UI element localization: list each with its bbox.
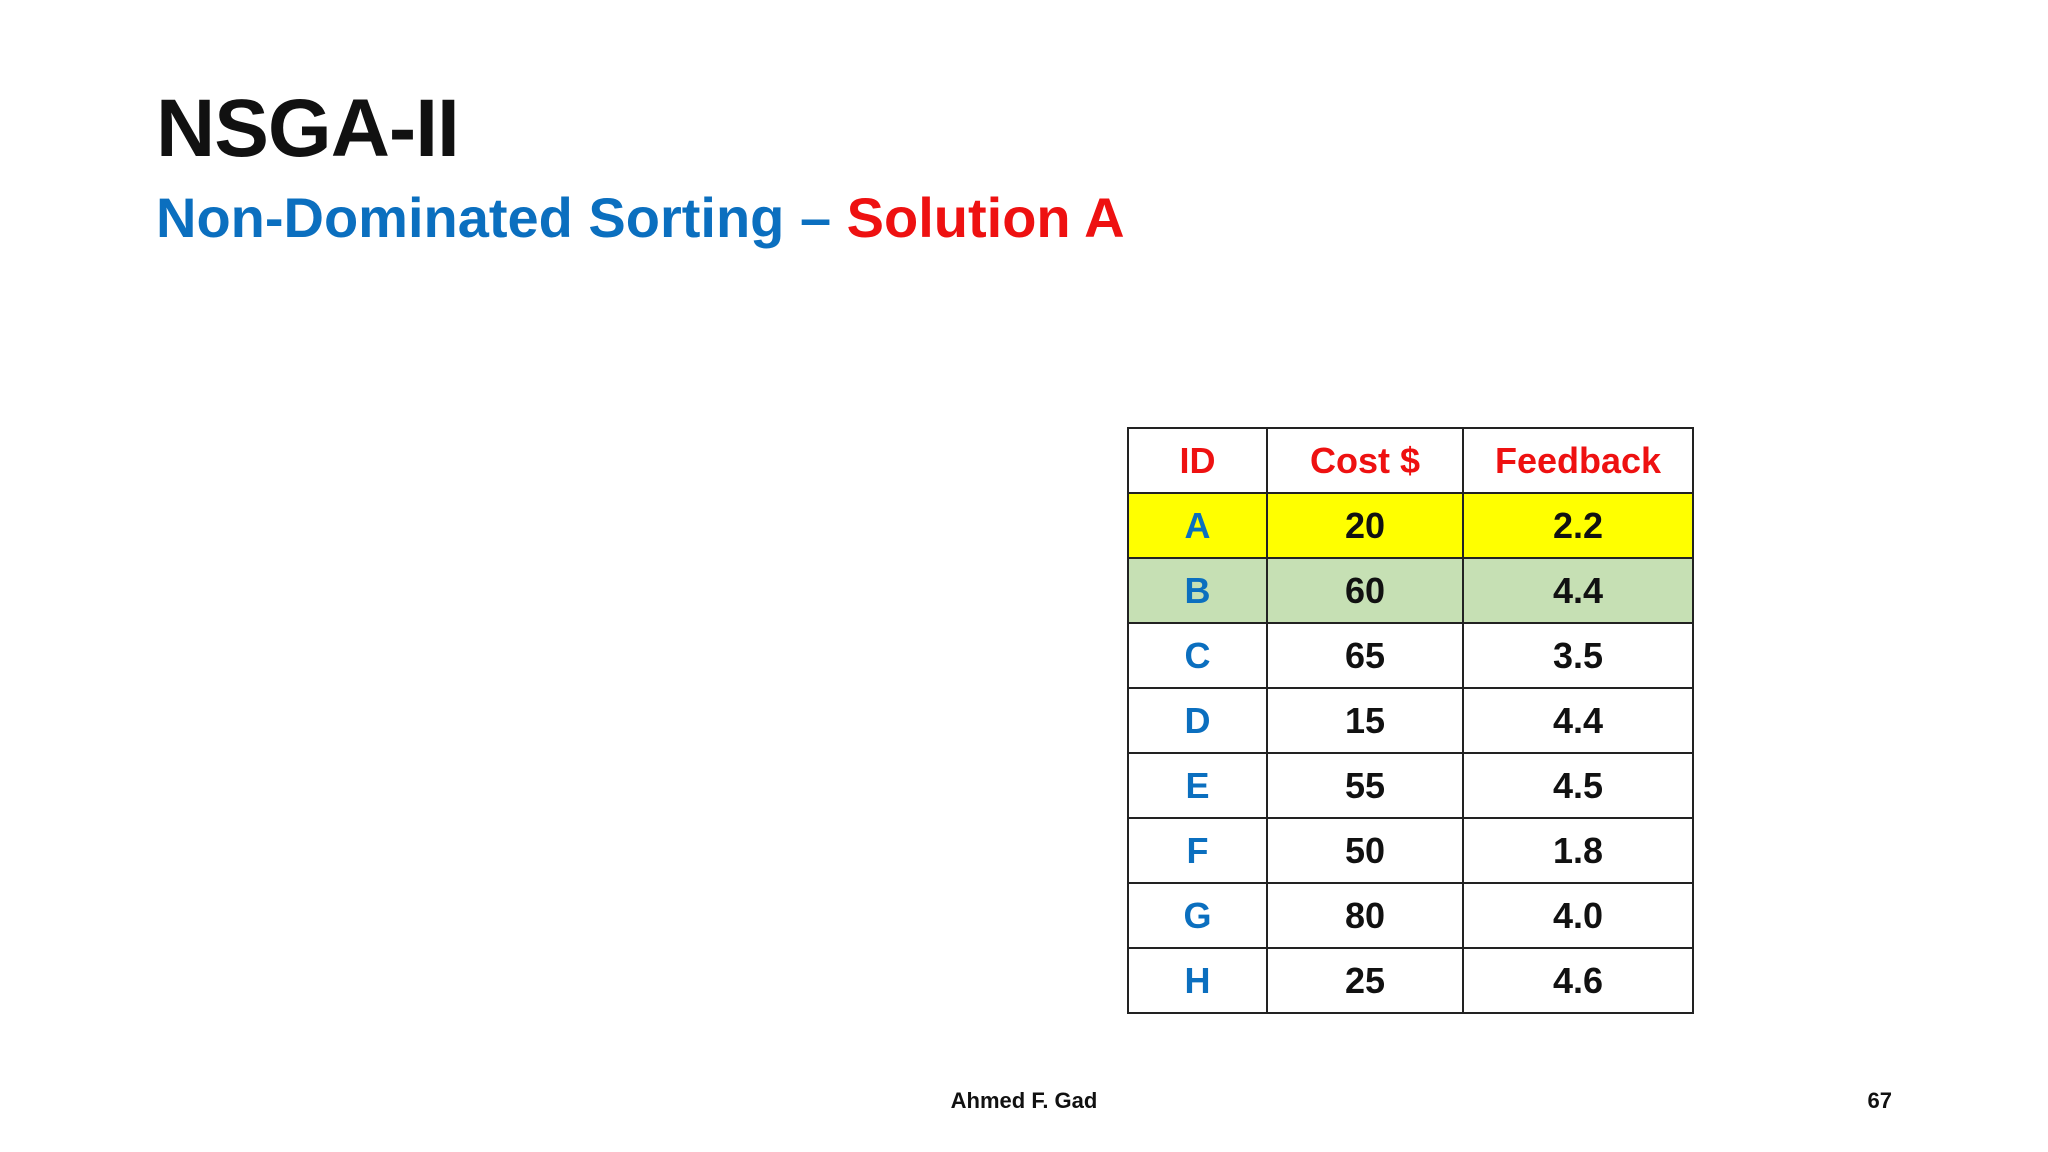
feedback-cell: 1.8 [1462,817,1694,884]
cost-cell: 15 [1266,687,1464,754]
cost-cell: 65 [1266,622,1464,689]
cost-cell: 20 [1266,492,1464,559]
table-row: A 20 2.2 [1127,492,1694,559]
feedback-cell: 4.6 [1462,947,1694,1014]
table-row: G 80 4.0 [1127,882,1694,949]
page-number: 67 [1867,1088,1892,1113]
cost-cell: 60 [1266,557,1464,624]
table-row: E 55 4.5 [1127,752,1694,819]
table-row: F 50 1.8 [1127,817,1694,884]
cost-cell: 25 [1266,947,1464,1014]
header-id: ID [1127,427,1268,494]
header-feedback: Feedback [1462,427,1694,494]
feedback-cell: 2.2 [1462,492,1694,559]
id-cell: H [1127,947,1268,1014]
feedback-cell: 4.4 [1462,557,1694,624]
cost-cell: 50 [1266,817,1464,884]
table-row: C 65 3.5 [1127,622,1694,689]
id-cell: D [1127,687,1268,754]
cost-cell: 80 [1266,882,1464,949]
table-row: B 60 4.4 [1127,557,1694,624]
feedback-cell: 4.0 [1462,882,1694,949]
footer-author: Ahmed F. Gad [950,1088,1098,1113]
header-cost: Cost $ [1266,427,1464,494]
table-row: D 15 4.4 [1127,687,1694,754]
id-cell: A [1127,492,1268,559]
subtitle-blue-part: Non-Dominated Sorting – [156,186,847,249]
slide-subtitle: Non-Dominated Sorting – Solution A [156,190,1125,246]
feedback-cell: 3.5 [1462,622,1694,689]
slide-title: NSGA-II [156,83,460,174]
id-cell: B [1127,557,1268,624]
feedback-cell: 4.4 [1462,687,1694,754]
id-cell: C [1127,622,1268,689]
feedback-cell: 4.5 [1462,752,1694,819]
table-header-row: ID Cost $ Feedback [1127,427,1694,494]
id-cell: F [1127,817,1268,884]
solutions-table: ID Cost $ Feedback A 20 2.2 B 60 4.4 C 6… [1127,427,1694,1014]
id-cell: G [1127,882,1268,949]
subtitle-red-part: Solution A [846,186,1125,249]
table-row: H 25 4.6 [1127,947,1694,1014]
cost-cell: 55 [1266,752,1464,819]
id-cell: E [1127,752,1268,819]
